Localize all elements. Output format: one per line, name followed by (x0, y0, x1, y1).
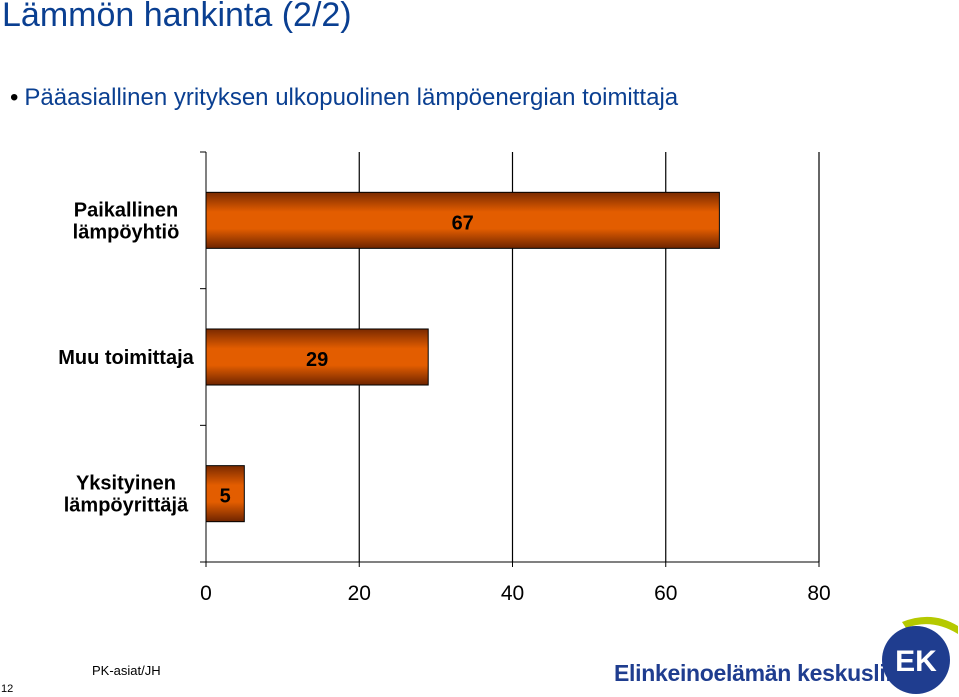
category-label: Muu toimittaja (58, 347, 194, 369)
bar (205, 465, 245, 523)
x-tick-label: 20 (348, 582, 371, 605)
x-tick-label: 0 (200, 582, 212, 605)
x-tick-label: 40 (501, 582, 524, 605)
category-label: lämpöyrittäjä (64, 495, 189, 517)
ek-logo-icon: EK (882, 616, 958, 694)
bar (205, 191, 720, 249)
bullet-icon: • (10, 84, 19, 111)
footer-note: PK-asiat/JH (92, 663, 161, 678)
page-number: 12 (1, 683, 14, 695)
bullet-text: • Pääasiallinen yrityksen ulkopuolinen lä… (10, 84, 678, 112)
bars (205, 191, 720, 523)
bullet-label: Pääasiallinen yrityksen ulkopuolinen läm… (24, 84, 679, 111)
category-label: lämpöyhtiö (73, 221, 180, 243)
org-name: Elinkeinoelämän keskusliitto (614, 660, 921, 686)
x-tick-label: 80 (807, 582, 830, 605)
data-label: 29 (306, 349, 328, 371)
category-label: Yksityinen (76, 473, 176, 495)
category-label: Paikallinen (74, 199, 179, 221)
x-tick-label: 60 (654, 582, 677, 605)
logo-text: EK (895, 645, 937, 678)
data-label: 67 (452, 212, 474, 234)
bar (205, 328, 429, 386)
slide-title: Lämmön hankinta (2/2) (2, 0, 352, 34)
data-label: 5 (220, 486, 231, 508)
